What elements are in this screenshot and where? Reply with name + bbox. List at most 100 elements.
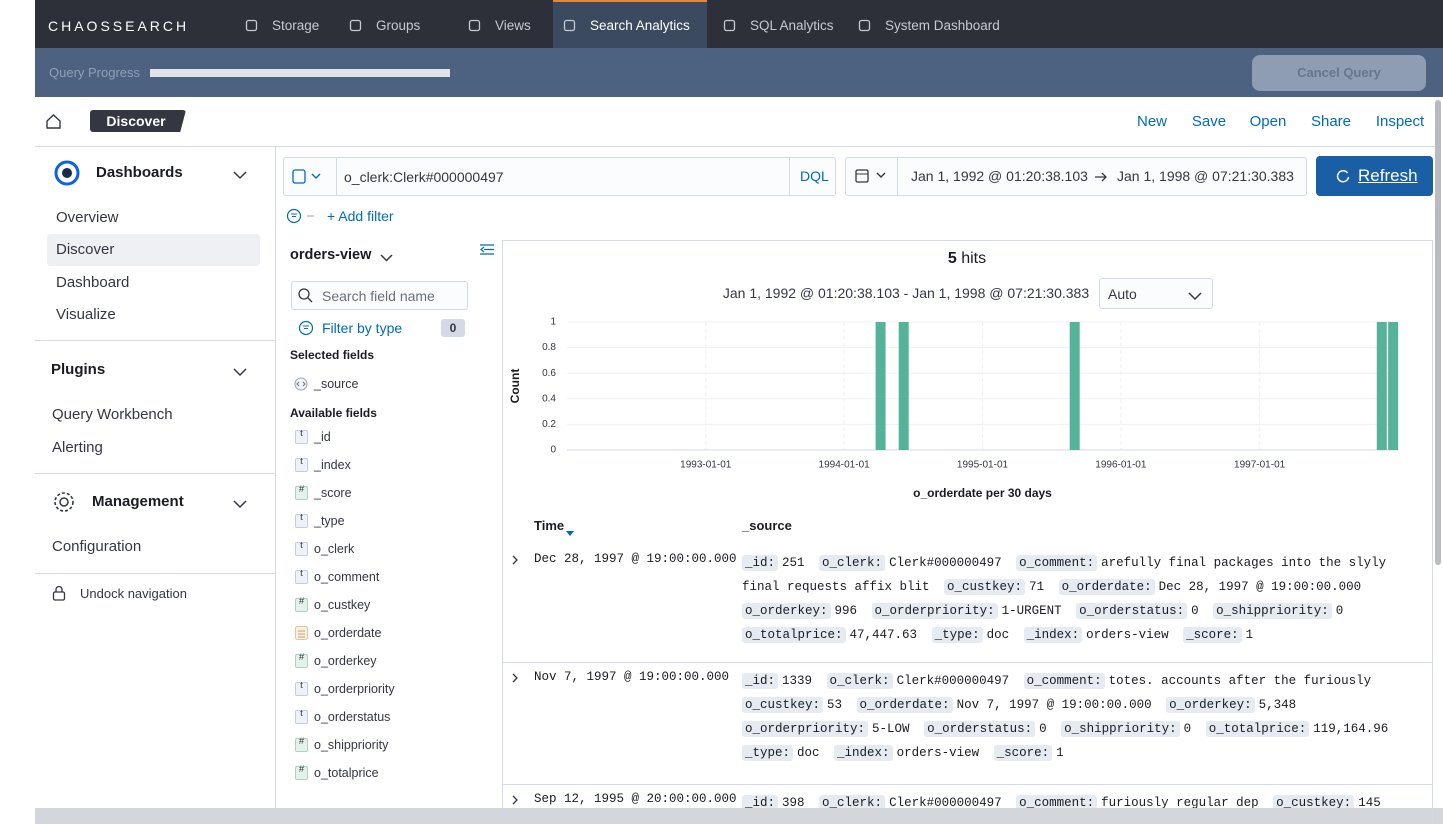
- nav-item[interactable]: Overview: [56, 209, 119, 226]
- source-value: Nov 7, 1997 @ 19:00:00.000: [956, 698, 1152, 712]
- filter-type-icon: [298, 320, 314, 336]
- nav-tab[interactable]: Search Analytics: [590, 18, 690, 33]
- section-title[interactable]: Management: [92, 493, 184, 510]
- nav-item[interactable]: Dashboard: [56, 274, 130, 291]
- source-key: _index:: [1023, 627, 1083, 643]
- filter-icon-glyph: [286, 208, 314, 224]
- undock[interactable]: Undock navigation: [80, 586, 187, 601]
- header-action[interactable]: Inspect: [1375, 113, 1425, 130]
- cancel-label[interactable]: Cancel Query: [1297, 65, 1381, 80]
- filter-by-type[interactable]: Filter by type: [322, 320, 403, 336]
- expand-toggle[interactable]: [510, 671, 520, 683]
- search-placeholder: Search field name: [322, 288, 435, 304]
- index-pattern[interactable]: orders-view: [290, 247, 372, 263]
- field-type: t: [300, 680, 303, 691]
- nav-item[interactable]: Alerting: [52, 439, 103, 456]
- search-icon: [298, 288, 313, 303]
- field-search[interactable]: [291, 281, 468, 310]
- query-text[interactable]: o_clerk:Clerk#000000497: [344, 169, 504, 185]
- interval-value[interactable]: Auto: [1108, 286, 1137, 302]
- source-value: Clerk#000000497: [889, 556, 1002, 570]
- refresh-label[interactable]: Refresh: [1358, 166, 1418, 185]
- field-name[interactable]: _index: [314, 458, 351, 472]
- gear-icon: [51, 489, 77, 515]
- expand-toggle[interactable]: [510, 553, 520, 565]
- hits-label: hits: [961, 250, 987, 267]
- date-start[interactable]: Jan 1, 1992 @ 01:20:38.103: [911, 168, 1088, 184]
- add-filter[interactable]: + Add filter: [327, 208, 394, 224]
- source-key: o_shippriority:: [1061, 721, 1180, 737]
- field-type-icon: t: [295, 708, 308, 724]
- source-key: o_orderpriority:: [742, 721, 869, 737]
- header-action[interactable]: New: [1136, 113, 1167, 130]
- field-type-icon: t: [295, 540, 308, 556]
- chevron: [233, 167, 247, 180]
- field-type-icon: #: [295, 736, 308, 752]
- chart-area: 0 0.2 0.4 0.6 0.8 1 1993-01-01 1994-01-01 1995-0…: [502, 310, 1433, 510]
- field-name[interactable]: o_orderstatus: [314, 710, 391, 724]
- section-divider: [35, 573, 276, 574]
- query-language[interactable]: DQL: [800, 168, 829, 184]
- field-name[interactable]: o_orderpriority: [314, 682, 395, 696]
- saved-query-icon-glyph: [292, 169, 321, 184]
- source-value: arefully final packages into the slyly f…: [742, 556, 1387, 594]
- chart: 0 0.2 0.4 0.6 0.8 1 1993-01-01 1994-01-01 1995-0…: [508, 317, 1399, 500]
- bar: [875, 322, 886, 450]
- source-value: 71: [1029, 580, 1045, 594]
- nav-tab[interactable]: Views: [495, 18, 531, 33]
- field-type: #: [298, 652, 305, 663]
- nav-tab[interactable]: Storage: [272, 18, 320, 33]
- field-type-icon: t: [295, 428, 308, 444]
- section-title[interactable]: Plugins: [51, 361, 106, 378]
- field-name[interactable]: _type: [314, 514, 345, 528]
- field-name[interactable]: o_orderdate: [314, 626, 382, 640]
- bar: [1388, 322, 1399, 450]
- breadcrumb-label: Discover: [106, 113, 166, 129]
- nav-tab[interactable]: Groups: [376, 18, 421, 33]
- nav-item[interactable]: Discover: [56, 241, 115, 258]
- field-name[interactable]: o_shippriority: [314, 738, 389, 752]
- source-value: 0: [1191, 604, 1199, 618]
- cancel-button[interactable]: Cancel Query: [1252, 55, 1426, 91]
- source-key: o_custkey:: [944, 579, 1026, 595]
- source-key: o_clerk:: [819, 555, 886, 571]
- y-tick-label: 0.4: [542, 393, 556, 404]
- nav-item[interactable]: Visualize: [56, 306, 116, 323]
- filter-type-icon-glyph: [298, 320, 314, 336]
- field-name[interactable]: _id: [314, 430, 331, 444]
- field-type-icon: t: [295, 512, 308, 528]
- date-end[interactable]: Jan 1, 1998 @ 07:21:30.383: [1117, 168, 1294, 184]
- section-title[interactable]: Dashboards: [96, 164, 183, 181]
- table-header[interactable]: Time: [534, 518, 565, 533]
- date-field-icon-glyph: [295, 626, 308, 640]
- nav-tab[interactable]: SQL Analytics: [750, 18, 834, 33]
- source-value: 47,447.63: [849, 628, 918, 642]
- source-key: o_totalprice:: [742, 627, 846, 643]
- source-value: orders-view: [1086, 628, 1169, 642]
- chevron-glyph: [233, 171, 247, 180]
- field-name[interactable]: o_orderkey: [314, 654, 377, 668]
- refresh-button[interactable]: Refresh: [1316, 156, 1433, 196]
- tab-icon: [858, 19, 871, 32]
- nav-item[interactable]: Query Workbench: [52, 406, 173, 423]
- tab-icon-glyph: [349, 19, 362, 32]
- field-name[interactable]: o_custkey: [314, 598, 371, 612]
- nav-tab[interactable]: System Dashboard: [885, 18, 1000, 33]
- source-value: 996: [834, 604, 858, 618]
- header-action[interactable]: Open: [1249, 113, 1287, 130]
- progress-bar: [150, 69, 450, 77]
- field-name[interactable]: _source: [314, 377, 359, 391]
- interval-select[interactable]: Auto: [1099, 278, 1213, 309]
- expand-toggle[interactable]: [510, 793, 520, 805]
- tab-icon: [349, 19, 362, 32]
- date-arrow-glyph: [1095, 172, 1107, 182]
- source-value: 119,164.96: [1313, 722, 1389, 736]
- field-name[interactable]: o_comment: [314, 570, 380, 584]
- field-name[interactable]: o_clerk: [314, 542, 355, 556]
- header-action[interactable]: Save: [1191, 113, 1227, 130]
- header-action[interactable]: Share: [1310, 113, 1352, 130]
- nav-item[interactable]: Configuration: [52, 538, 142, 555]
- field-name[interactable]: o_totalprice: [314, 766, 379, 780]
- field-name[interactable]: _score: [314, 486, 352, 500]
